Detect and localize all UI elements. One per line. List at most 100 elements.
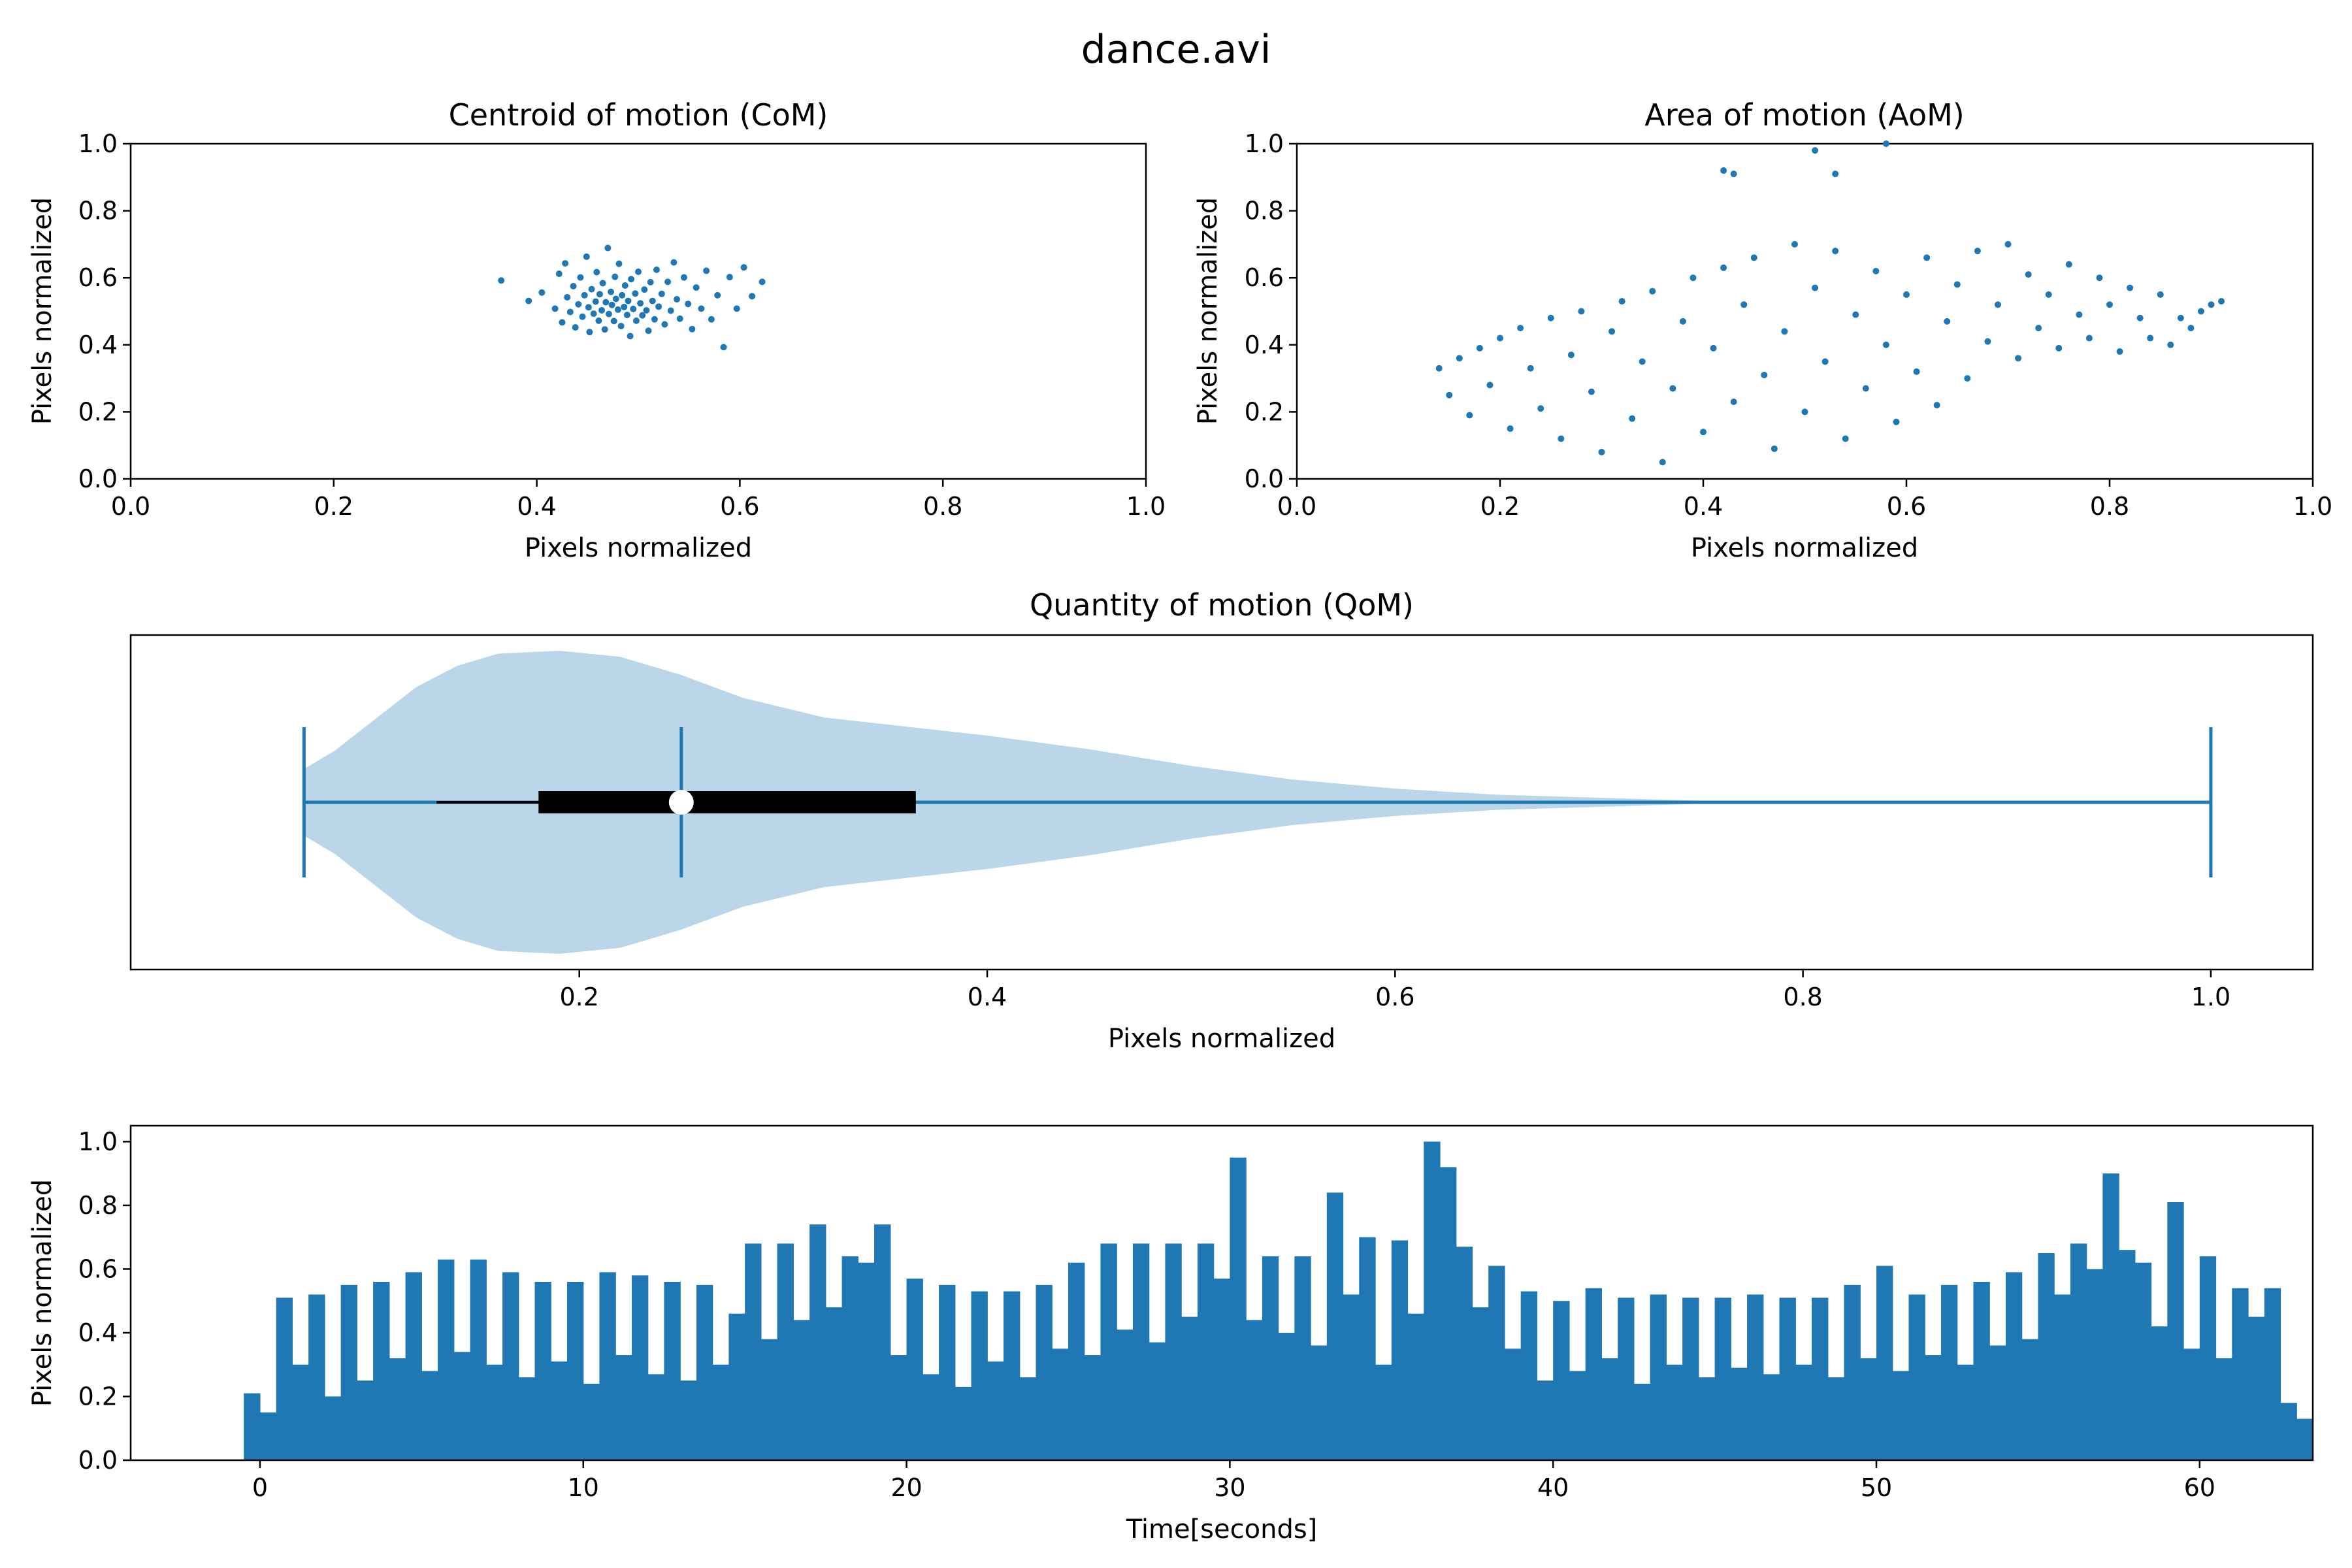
com-point — [608, 288, 615, 295]
qom-time-bar — [2215, 1358, 2232, 1460]
qom-time-bars — [244, 1141, 2313, 1460]
qom-time-bar — [244, 1393, 261, 1460]
qom-time-bar — [340, 1284, 357, 1460]
com-point — [641, 286, 648, 293]
com-point — [632, 290, 639, 297]
com-point — [740, 264, 747, 271]
com-point — [703, 267, 710, 274]
aom-point — [2218, 298, 2225, 305]
aom-point — [2045, 291, 2052, 298]
qom-time-bar — [1601, 1358, 1618, 1460]
aom-point — [1435, 365, 1443, 372]
com-point — [733, 305, 740, 312]
aom-point — [1517, 325, 1524, 332]
qom-time-bar — [615, 1355, 632, 1460]
com-point — [630, 305, 637, 312]
com-point — [608, 301, 615, 308]
com-point — [577, 274, 584, 281]
aom-point — [1567, 351, 1575, 359]
qom-time-bar — [647, 1374, 665, 1460]
com-title: Centroid of motion (CoM) — [449, 97, 828, 133]
qom-violin-frame — [129, 634, 2314, 971]
qom-time-bar — [1311, 1345, 1328, 1460]
aom-point — [1649, 287, 1656, 295]
qom-time-bar — [518, 1377, 536, 1460]
qom-time-bar — [1117, 1330, 1134, 1460]
com-point — [643, 306, 650, 314]
com-point — [698, 305, 705, 312]
com-point — [564, 293, 571, 301]
qom-time-bar — [1165, 1243, 1182, 1460]
qom-time-bar — [1407, 1313, 1424, 1460]
qom-time-panel: Time[seconds] Pixels normalized 0 10 20 30 4… — [27, 1124, 2314, 1544]
qom-time-bar — [1213, 1279, 1230, 1460]
qom-time-bar — [2167, 1202, 2184, 1460]
com-x-tick-label: 0.6 — [720, 492, 759, 521]
qom-time-bar — [1973, 1281, 1990, 1460]
qom-time-bar — [1925, 1355, 1942, 1460]
aom-point — [1872, 267, 1880, 274]
aom-y-tick-label: 0.8 — [1245, 197, 1284, 225]
qom-violin-title: Quantity of motion (QoM) — [1030, 587, 1414, 623]
aom-point — [1761, 371, 1768, 378]
com-point — [551, 305, 559, 312]
com-point — [595, 317, 602, 324]
qom-time-bar — [1763, 1374, 1780, 1460]
qom-time-bar — [389, 1358, 406, 1460]
qom-time-bar — [583, 1383, 600, 1460]
aom-point — [2157, 291, 2164, 298]
com-point — [720, 344, 727, 351]
aom-points — [1435, 140, 2225, 466]
com-point — [604, 244, 612, 252]
aom-plot-frame — [1296, 142, 2314, 480]
qom-time-bar — [1359, 1237, 1376, 1460]
qom-time-bar — [874, 1224, 891, 1460]
qom-time-bar — [1844, 1284, 1861, 1460]
com-point — [617, 323, 625, 330]
qom-time-frame — [129, 1124, 2314, 1462]
qom-time-bar — [841, 1256, 858, 1460]
com-point — [647, 278, 654, 286]
qom-time-bar — [2248, 1316, 2265, 1460]
aom-y-tick-label: 0.6 — [1245, 263, 1284, 292]
aom-point — [2167, 341, 2174, 348]
com-point — [635, 268, 642, 275]
com-x-label: Pixels normalized — [525, 533, 752, 563]
com-point — [498, 277, 505, 284]
qom-time-y-tick-label: 0.2 — [78, 1382, 118, 1411]
qom-time-bar — [1343, 1294, 1360, 1460]
com-point — [555, 270, 563, 278]
qom-violin-x-tick-label: 0.2 — [560, 983, 599, 1011]
com-point — [598, 306, 606, 314]
qom-time-bar — [2232, 1288, 2249, 1460]
aom-point — [1598, 448, 1605, 455]
qom-time-bar — [1618, 1298, 1635, 1460]
com-point — [676, 315, 683, 322]
qom-time-bar — [1940, 1284, 1958, 1460]
aom-point — [2127, 284, 2134, 291]
qom-time-bar — [2005, 1272, 2023, 1460]
com-point — [572, 324, 579, 331]
qom-time-y-tick-label: 0.6 — [78, 1254, 118, 1283]
com-plot-frame — [129, 142, 1147, 480]
aom-point — [1527, 365, 1534, 372]
aom-point — [1690, 274, 1697, 282]
com-point — [585, 304, 592, 311]
aom-point — [1720, 264, 1727, 271]
com-point — [625, 297, 632, 304]
qom-time-bar — [1908, 1294, 1925, 1460]
qom-time-bar — [1375, 1364, 1392, 1460]
com-point — [632, 317, 640, 324]
qom-time-bar — [1197, 1243, 1215, 1460]
com-point — [685, 301, 692, 308]
qom-time-bar — [1553, 1301, 1570, 1460]
aom-point — [1903, 291, 1910, 298]
aom-point — [1730, 399, 1737, 406]
qom-time-bar — [680, 1380, 697, 1460]
qom-time-bar — [2280, 1403, 2297, 1460]
qom-time-x-label: Time[seconds] — [1126, 1514, 1318, 1544]
qom-time-bar — [760, 1339, 778, 1460]
aom-x-tick-label: 0.6 — [1887, 492, 1926, 521]
com-point — [661, 321, 668, 328]
aom-panel: Area of motion (AoM) Pixels normalized P… — [1193, 97, 2332, 563]
